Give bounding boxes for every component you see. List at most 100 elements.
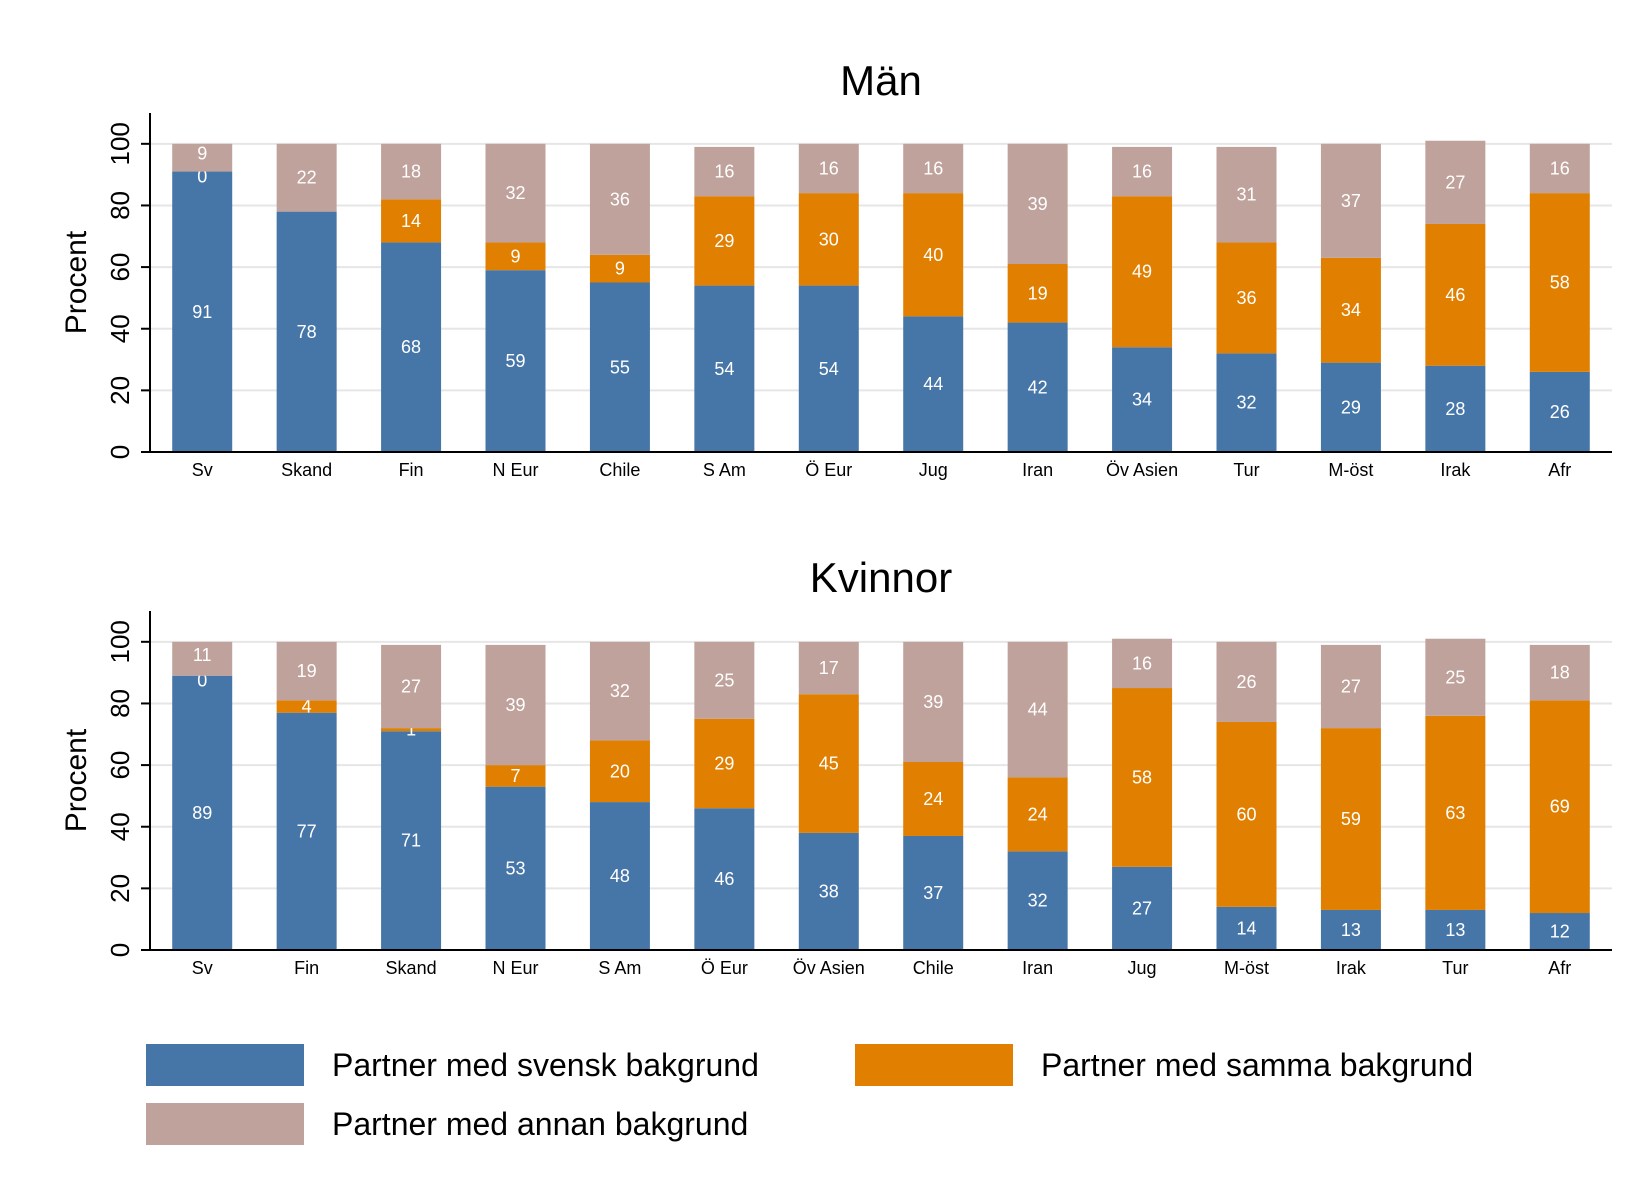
bar-segment-2	[1007, 143, 1068, 265]
bar-segment-0	[589, 802, 650, 950]
data-label: 68	[401, 337, 421, 357]
bar-segment-0	[1320, 909, 1381, 950]
bar-segment-2	[1320, 143, 1381, 258]
bar-segment-0	[276, 211, 337, 452]
data-label: 4	[302, 697, 312, 717]
data-label: 28	[1445, 399, 1465, 419]
x-tick-label: Afr	[1548, 958, 1571, 978]
data-label: 20	[610, 761, 630, 781]
bar-segment-2	[903, 143, 964, 194]
data-label: 54	[819, 359, 839, 379]
data-label: 53	[505, 858, 525, 878]
data-label: 24	[1028, 804, 1048, 824]
y-tick-label: 100	[105, 620, 135, 663]
bar-segment-0	[381, 731, 442, 950]
x-tick-label: Öv Asien	[1106, 460, 1178, 480]
data-label: 22	[297, 168, 317, 188]
bar-segment-1	[485, 765, 546, 787]
y-tick-label: 0	[105, 943, 135, 957]
bar-segment-2	[1529, 644, 1590, 701]
data-label: 27	[1132, 898, 1152, 918]
chart-title: Kvinnor	[810, 554, 952, 601]
bar-segment-2	[172, 641, 233, 676]
data-label: 27	[401, 677, 421, 697]
data-label: 16	[1132, 162, 1152, 182]
data-label: 46	[1445, 285, 1465, 305]
data-label: 11	[193, 645, 212, 665]
data-label: 26	[1550, 402, 1570, 422]
x-tick-label: Irak	[1336, 958, 1367, 978]
bar-segment-2	[485, 143, 546, 243]
x-tick-label: Tur	[1442, 958, 1468, 978]
bar-segment-2	[276, 143, 337, 212]
data-label: 14	[1236, 918, 1256, 938]
data-label: 58	[1550, 273, 1570, 293]
bar-segment-2	[694, 146, 755, 197]
data-label: 27	[1341, 677, 1361, 697]
data-label: 25	[714, 670, 734, 690]
data-label: 55	[610, 357, 630, 377]
data-label: 16	[819, 158, 839, 178]
x-tick-label: Jug	[919, 460, 948, 480]
x-tick-label: Ö Eur	[701, 958, 748, 978]
data-label: 32	[1028, 891, 1048, 911]
x-tick-label: Jug	[1128, 958, 1157, 978]
data-label: 29	[1341, 397, 1361, 417]
data-label: 37	[1341, 191, 1361, 211]
bar-segment-1	[589, 254, 650, 283]
bar-segment-1	[1529, 193, 1590, 372]
bar-segment-0	[694, 808, 755, 950]
data-label: 71	[401, 831, 421, 851]
data-label: 49	[1132, 262, 1152, 282]
bar-segment-2	[1216, 641, 1277, 722]
bar-segment-0	[798, 832, 859, 950]
bar-segment-0	[1529, 371, 1590, 452]
bar-segment-2	[589, 641, 650, 741]
bar-segment-2	[1112, 146, 1173, 197]
data-label: 18	[401, 162, 421, 182]
data-label: 13	[1445, 920, 1465, 940]
data-label: 16	[1550, 158, 1570, 178]
data-label: 30	[819, 229, 839, 249]
bar-segment-0	[381, 242, 442, 452]
y-axis-label: Procent	[60, 728, 93, 832]
bar-segment-0	[1425, 909, 1486, 950]
data-label: 45	[819, 754, 839, 774]
bar-segment-2	[172, 143, 233, 172]
data-label: 0	[197, 167, 207, 187]
data-label: 39	[505, 695, 525, 715]
bar-segment-0	[1112, 866, 1173, 950]
chart-title: Män	[840, 57, 922, 104]
data-label: 31	[1236, 185, 1256, 205]
data-label: 32	[1236, 393, 1256, 413]
data-label: 60	[1236, 804, 1256, 824]
bar-segment-1	[1112, 196, 1173, 348]
x-tick-label: Afr	[1548, 460, 1571, 480]
data-label: 40	[923, 245, 943, 265]
bar-segment-0	[172, 171, 233, 452]
data-label: 89	[192, 803, 212, 823]
bar-segment-1	[1425, 223, 1486, 366]
bar-segment-2	[1529, 143, 1590, 194]
data-label: 54	[714, 359, 734, 379]
x-tick-label: M-öst	[1224, 958, 1269, 978]
data-label: 32	[610, 681, 630, 701]
data-label: 18	[1550, 663, 1570, 683]
data-label: 34	[1132, 390, 1152, 410]
y-tick-label: 60	[105, 253, 135, 282]
x-tick-label: Fin	[399, 460, 424, 480]
bar-segment-0	[798, 285, 859, 452]
bar-segment-0	[276, 712, 337, 950]
bar-segment-0	[172, 675, 233, 950]
data-label: 12	[1550, 922, 1570, 942]
bar-segment-2	[589, 143, 650, 255]
bar-segment-1	[485, 242, 546, 271]
bar-segment-1	[903, 762, 964, 836]
bar-segment-1	[1216, 242, 1277, 354]
bar-segment-2	[1216, 146, 1277, 243]
x-tick-label: S Am	[703, 460, 746, 480]
data-label: 13	[1341, 920, 1361, 940]
bar-segment-1	[1112, 688, 1173, 867]
data-label: 69	[1550, 797, 1570, 817]
